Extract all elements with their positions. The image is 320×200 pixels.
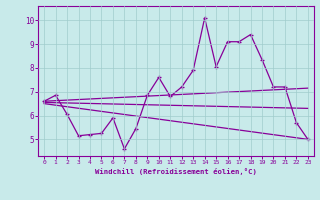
X-axis label: Windchill (Refroidissement éolien,°C): Windchill (Refroidissement éolien,°C) [95, 168, 257, 175]
